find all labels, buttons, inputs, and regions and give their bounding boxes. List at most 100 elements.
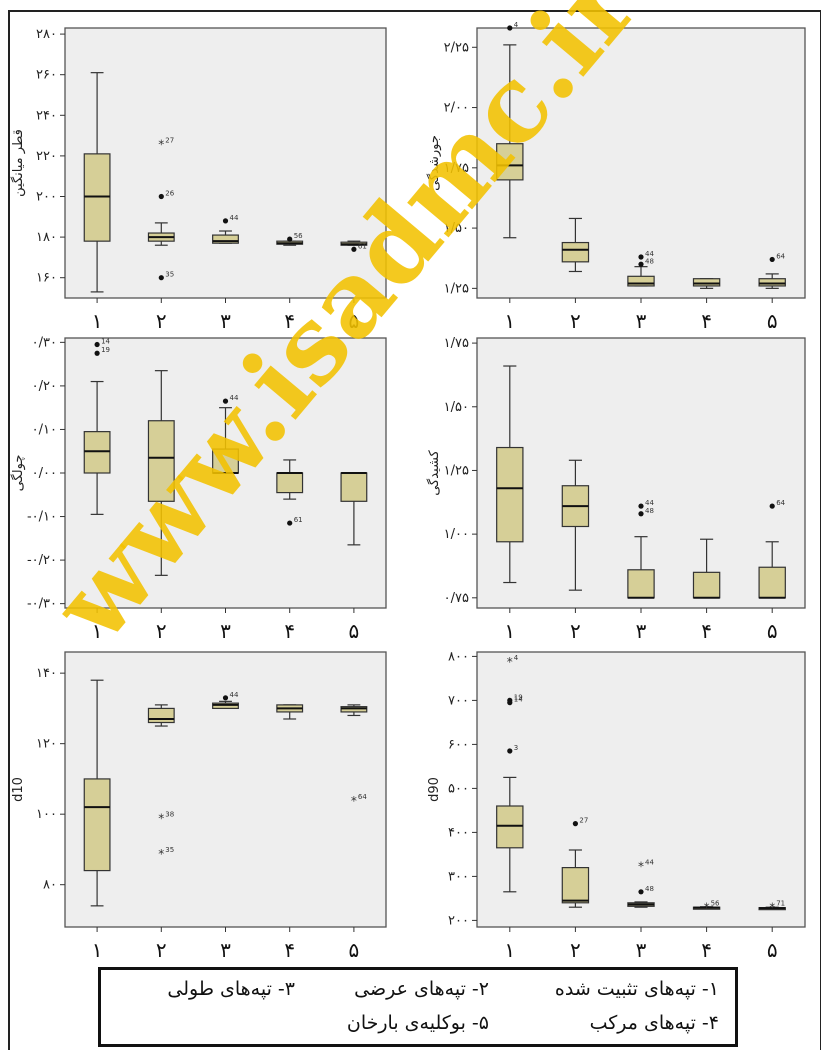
outlier-dot xyxy=(769,256,775,263)
legend-item-1: ۱- تپه‌های تثبیت شده xyxy=(554,978,719,1000)
box-iqr xyxy=(83,431,111,474)
box-iqr xyxy=(496,143,524,181)
y-axis-label: d10 xyxy=(11,777,26,802)
outlier-label: 48 xyxy=(645,507,654,515)
y-tick-label: ۵۰۰ xyxy=(448,781,469,796)
box-iqr xyxy=(692,571,721,599)
x-tick-label: ۱ xyxy=(92,619,103,643)
outlier-label: 48 xyxy=(645,885,654,893)
outlier-label: 44 xyxy=(645,858,654,866)
box-iqr xyxy=(147,707,175,724)
outlier-label: 35 xyxy=(165,846,174,854)
legend-item-2: ۲- تپه‌های عرضی xyxy=(354,978,489,1000)
y-tick-label: ۱/۷۵ xyxy=(444,161,469,176)
x-tick-label: ۴ xyxy=(701,619,712,643)
chart-panel-3: -۰/۳۰ -۰/۲۰ -۰/۱۰ ۰/۰۰ ۰/۱۰ ۰/۲۰ ۰/۳۰ چولگی 1419… xyxy=(10,335,387,643)
box-iqr xyxy=(496,805,524,849)
outlier-label: 64 xyxy=(776,252,785,260)
x-tick-label: ۵ xyxy=(349,309,360,333)
x-tick-label: ۱ xyxy=(504,938,515,962)
y-tick-label: ۲۸۰ xyxy=(36,27,57,42)
y-tick-label: ۲/۲۵ xyxy=(444,40,469,55)
x-tick-label: ۳ xyxy=(636,938,647,962)
y-tick-label: ۶۰۰ xyxy=(448,737,469,752)
outlier-dot xyxy=(769,503,775,509)
outlier-dot xyxy=(638,254,644,260)
x-tick-label: ۱ xyxy=(92,309,103,333)
outlier-label: 64 xyxy=(358,793,367,801)
box-iqr xyxy=(212,448,239,474)
y-tick-label: ۰/۷۵ xyxy=(444,591,469,606)
x-tick-label: ۲ xyxy=(570,938,581,962)
outlier-dot xyxy=(158,193,164,200)
x-tick-label: ۴ xyxy=(701,938,712,962)
x-tick-label: ۴ xyxy=(284,309,295,333)
box-iqr xyxy=(561,241,590,263)
figure-frame xyxy=(8,10,821,1050)
y-tick-label: ۱/۵۰ xyxy=(444,400,469,415)
legend-item-5: ۵- بوکلیه‌ی بارخان xyxy=(346,1012,489,1034)
outlier-star: * xyxy=(158,847,164,861)
outlier-label: 56 xyxy=(294,232,303,240)
y-axis-label: قطر میانگین xyxy=(10,129,26,197)
y-tick-label: ۱۸۰ xyxy=(36,230,57,245)
outlier-label: 26 xyxy=(165,189,174,197)
box-iqr xyxy=(627,275,655,287)
outlier-star: * xyxy=(158,812,164,826)
box-iqr xyxy=(340,472,368,502)
box-iqr xyxy=(627,569,655,599)
y-tick-label: ۲۲۰ xyxy=(36,149,57,164)
x-tick-label: ۲ xyxy=(156,938,167,962)
outlier-dot xyxy=(351,246,357,252)
outlier-label: 14 xyxy=(101,338,110,346)
outlier-label: 35 xyxy=(165,271,174,279)
outlier-dot xyxy=(94,350,100,356)
plot-area xyxy=(64,27,387,299)
outlier-label: 64 xyxy=(776,499,785,507)
y-tick-label: ۷۰۰ xyxy=(448,693,469,708)
box-iqr xyxy=(496,446,524,543)
y-tick-label: ۸۰۰ xyxy=(448,649,469,664)
box-iqr xyxy=(212,234,239,244)
x-tick-label: ۵ xyxy=(767,619,778,643)
box-iqr xyxy=(147,420,175,502)
outlier-label: 38 xyxy=(165,811,174,819)
y-tick-label: ۱۴۰ xyxy=(36,666,57,681)
y-tick-label: ۱/۲۵ xyxy=(444,463,469,478)
y-axis-label: چولگی xyxy=(10,455,26,492)
y-tick-label: ۲۰۰ xyxy=(448,913,469,928)
outlier-label: 61 xyxy=(294,516,303,524)
y-tick-label: ۰/۰۰ xyxy=(32,466,57,481)
plot-area xyxy=(476,27,806,299)
outlier-label: 27 xyxy=(165,137,174,145)
x-tick-label: ۲ xyxy=(156,619,167,643)
outlier-label: 44 xyxy=(230,214,239,222)
outlier-dot xyxy=(222,695,229,701)
x-tick-label: ۲ xyxy=(570,309,581,333)
outlier-dot xyxy=(638,503,644,509)
x-tick-label: ۴ xyxy=(284,619,295,643)
outlier-label: 14 xyxy=(514,696,523,704)
outlier-dot xyxy=(507,700,513,706)
y-tick-label: ۲۶۰ xyxy=(36,68,57,83)
y-tick-label: ۱/۷۵ xyxy=(444,336,469,351)
plot-area xyxy=(476,337,806,609)
outlier-star: * xyxy=(507,655,513,669)
y-tick-label: ۲۰۰ xyxy=(36,189,57,204)
box-iqr xyxy=(692,278,721,287)
outlier-label: 44 xyxy=(645,499,654,507)
y-tick-label: ۰/۲۰ xyxy=(32,379,57,394)
y-axis-label: جورشدگی xyxy=(426,135,442,191)
y-tick-label: ۲/۰۰ xyxy=(444,101,469,116)
outlier-label: 4 xyxy=(514,21,519,29)
y-tick-label: ۰/۳۰ xyxy=(32,335,57,350)
outlier-dot xyxy=(507,25,513,31)
y-axis-label: d90 xyxy=(427,777,442,802)
x-tick-label: ۱ xyxy=(504,309,515,333)
x-tick-label: ۴ xyxy=(701,309,712,333)
